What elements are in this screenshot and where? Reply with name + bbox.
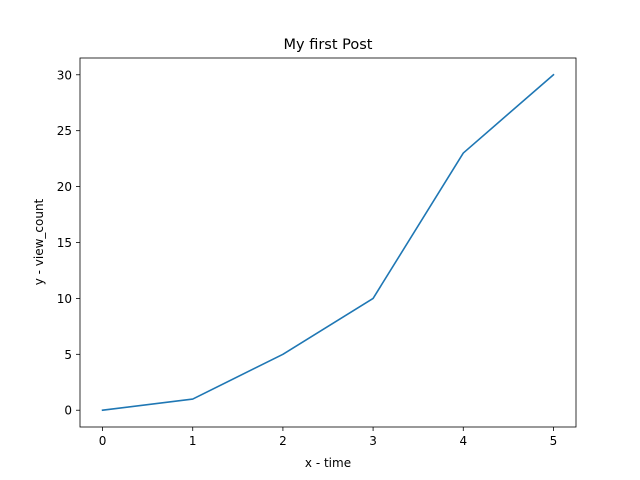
plot-frame (79, 57, 577, 428)
chart-title: My first Post (284, 37, 373, 53)
y-tick-label: 5 (64, 348, 72, 362)
y-tick-label: 10 (57, 292, 72, 306)
y-axis-label: y - view_count (32, 198, 46, 285)
y-tick-label: 30 (57, 68, 72, 82)
x-tick-label: 2 (279, 434, 287, 448)
y-tick-label: 0 (64, 404, 72, 418)
x-tick-label: 0 (99, 434, 107, 448)
plot-layer: 0 1 2 3 4 5 0 5 10 15 20 25 30 (57, 57, 577, 448)
x-tick-label: 4 (459, 434, 467, 448)
y-tick-label: 25 (57, 124, 72, 138)
y-tick-label: 15 (57, 236, 72, 250)
x-tick-label: 3 (369, 434, 377, 448)
x-tick-label: 1 (189, 434, 197, 448)
y-tick-label: 20 (57, 180, 72, 194)
series-line (101, 73, 555, 412)
x-tick-label: 5 (550, 434, 558, 448)
x-axis-label: x - time (305, 456, 351, 470)
